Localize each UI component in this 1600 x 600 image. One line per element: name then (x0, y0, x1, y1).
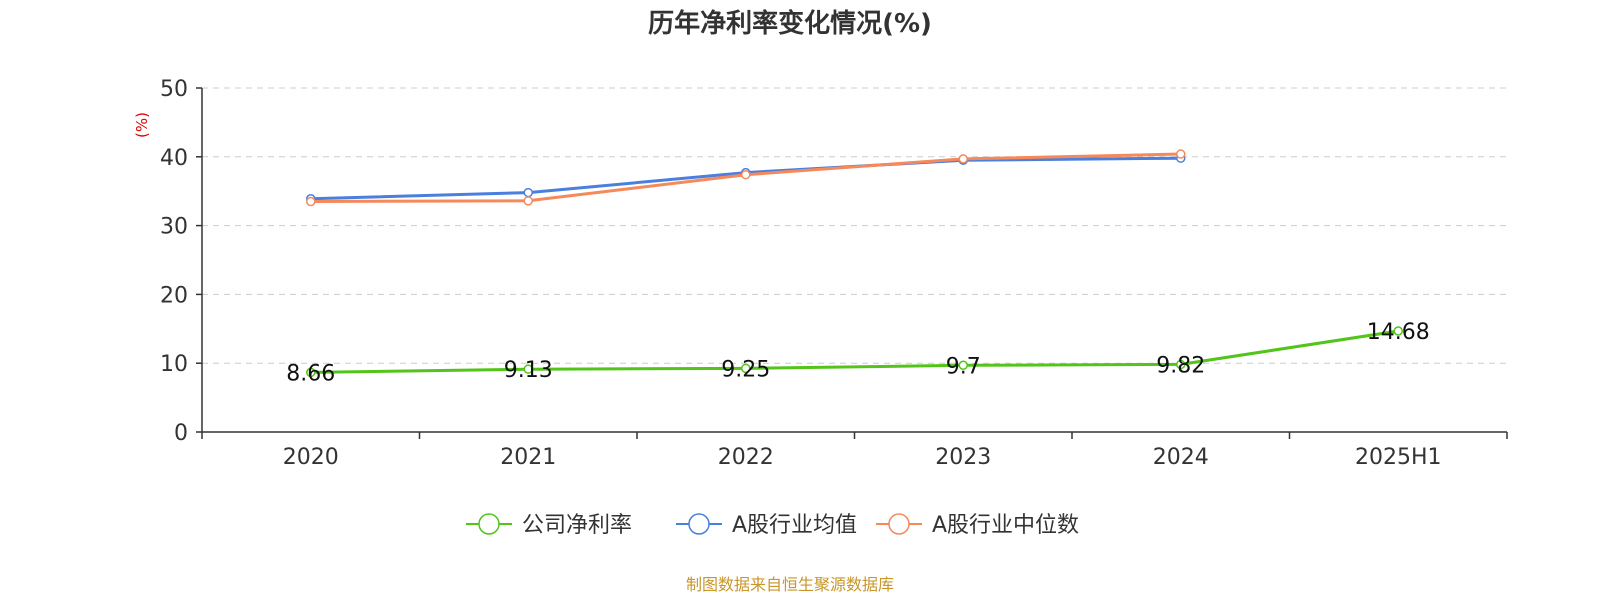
legend-label: 公司净利率 (522, 513, 632, 538)
data-point (741, 169, 751, 180)
series-lines (306, 149, 1403, 378)
legend-item[interactable]: 公司净利率 (466, 513, 632, 538)
x-tick-label: 2025H1 (1355, 445, 1442, 470)
legend-item[interactable]: A股行业中位数 (876, 513, 1079, 538)
data-point (306, 196, 316, 207)
grid-lines (202, 87, 1507, 364)
y-tick-label: 10 (160, 352, 188, 377)
data-point (523, 187, 533, 198)
legend[interactable]: 公司净利率 A股行业均值 A股行业中位数 (466, 513, 1079, 538)
data-point (523, 364, 533, 374)
data-point (306, 367, 316, 378)
x-tick-label: 2024 (1153, 445, 1209, 470)
data-point (741, 363, 751, 374)
data-label: 9.7 (946, 354, 981, 379)
x-tick-label: 2020 (283, 445, 339, 470)
data-point (958, 154, 968, 164)
chart-title: 历年净利率变化情况(%) (648, 8, 932, 39)
source-note: 制图数据来自恒生聚源数据库 (686, 575, 894, 594)
x-tick-label: 2023 (935, 445, 991, 470)
data-label: 9.82 (1156, 353, 1205, 378)
legend-label: A股行业均值 (732, 513, 857, 538)
legend-circle-icon (478, 513, 500, 535)
data-point (1176, 149, 1186, 159)
legend-circle-icon (888, 513, 910, 535)
x-tick-label: 2022 (718, 445, 774, 470)
data-label: 9.13 (504, 358, 553, 383)
data-label: 14.68 (1367, 320, 1430, 345)
series-line (310, 329, 1399, 374)
data-point (958, 360, 968, 371)
legend-label: A股行业中位数 (932, 513, 1079, 538)
data-labels: 8.66 9.13 9.25 9.7 9.82 14.68 (286, 320, 1429, 386)
data-point (1176, 359, 1186, 370)
y-tick-label: 40 (160, 146, 188, 171)
x-tick-label: 2021 (500, 445, 556, 470)
data-label: 9.25 (721, 357, 770, 382)
data-point (523, 196, 533, 206)
y-tick-label: 0 (174, 421, 188, 446)
axes: 0 10 20 30 40 50 2020 2021 2022 2023 2024 2025H1 (160, 77, 1508, 470)
y-tick-label: 50 (160, 77, 188, 102)
y-tick-label: 30 (160, 215, 188, 240)
data-label: 8.66 (286, 361, 335, 386)
data-point (1393, 326, 1403, 336)
y-axis-label: (%) (133, 112, 151, 138)
y-tick-label: 20 (160, 283, 188, 308)
legend-item[interactable]: A股行业均值 (676, 513, 857, 538)
legend-circle-icon (688, 513, 710, 535)
